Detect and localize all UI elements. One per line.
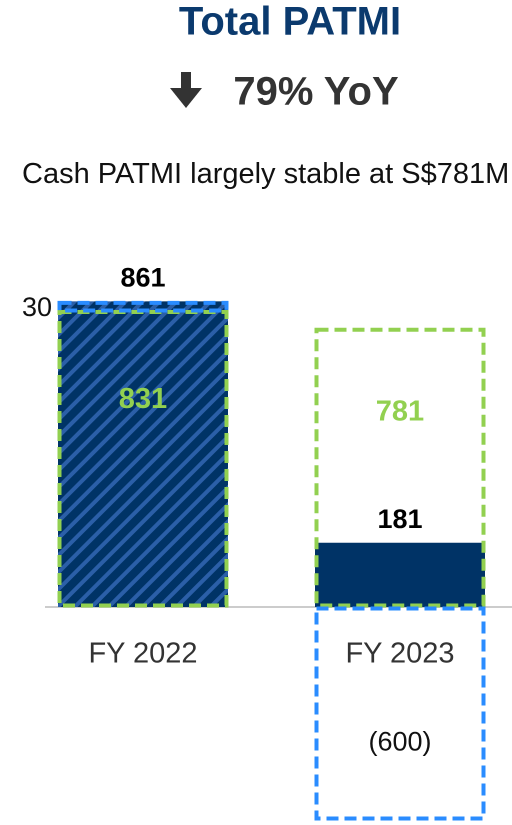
chart-subtitle: 79% YoY <box>233 70 399 114</box>
total-label: 861 <box>120 262 165 292</box>
cash-label: 831 <box>119 383 167 415</box>
cash-outline <box>314 327 486 608</box>
non-cash-label: (600) <box>368 726 431 756</box>
chart-title: Total PATMI <box>179 0 401 44</box>
total-bar <box>58 301 228 607</box>
annotation: Cash PATMI largely stable at S$781M <box>22 158 510 190</box>
x-tick-label: FY 2023 <box>345 638 454 670</box>
total-bar <box>315 542 485 607</box>
cash-label: 781 <box>376 396 424 428</box>
non-cash-outline <box>57 300 229 313</box>
total-label: 181 <box>377 504 422 534</box>
non-cash-outline <box>314 606 486 821</box>
non-cash-label: 30 <box>22 292 52 322</box>
x-tick-label: FY 2022 <box>88 638 197 670</box>
down-arrow <box>170 72 202 108</box>
